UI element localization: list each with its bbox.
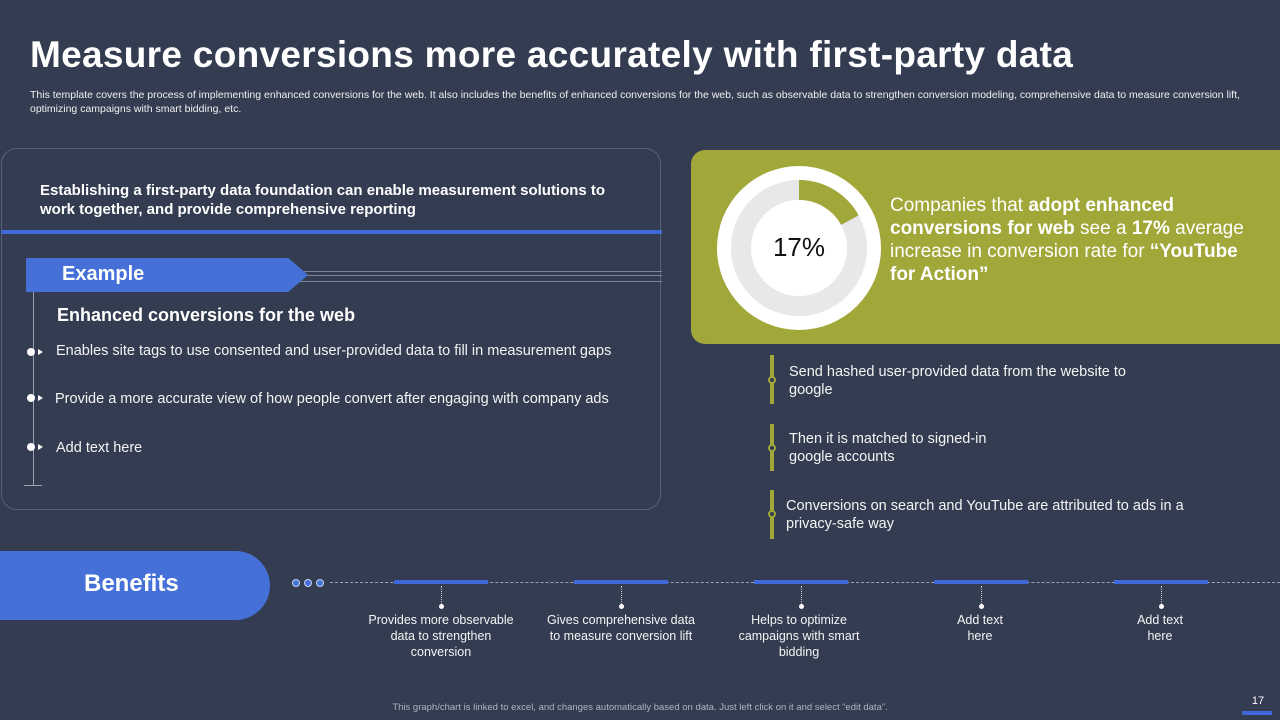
timeline-segment <box>1114 580 1208 584</box>
connector-dot-icon <box>439 604 444 609</box>
benefit-item: Add text here <box>957 613 1003 643</box>
footer-note: This graph/chart is linked to excel, and… <box>392 702 888 713</box>
timeline-segment <box>394 580 488 584</box>
timeline-segment <box>574 580 668 584</box>
benefits-label: Benefits <box>84 570 179 597</box>
timeline-rule-end <box>24 485 42 486</box>
page-number-bar <box>1242 711 1272 715</box>
step-item: Send hashed user-provided data from the … <box>789 364 1126 398</box>
example-panel <box>1 148 661 510</box>
benefit-item: Gives comprehensive data to measure conv… <box>547 613 695 643</box>
benefit-item: Helps to optimize campaigns with smart b… <box>738 613 860 659</box>
dot-icon <box>304 579 312 587</box>
divider-line <box>1 230 662 234</box>
connector <box>981 586 983 604</box>
benefit-item: Provides more observable data to strengt… <box>368 613 514 659</box>
section-heading: Enhanced conversions for the web <box>57 305 356 325</box>
foundation-text: Establishing a first-party data foundati… <box>40 182 606 218</box>
bullet-arrow-icon <box>38 349 43 355</box>
timeline-rule <box>33 292 34 485</box>
donut-label: 17% <box>773 232 825 262</box>
bullet-dot-icon <box>27 348 35 356</box>
timeline-segment <box>754 580 848 584</box>
bullet-item: Provide a more accurate view of how peop… <box>55 391 609 407</box>
percentage-donut-chart: 17% <box>717 166 881 330</box>
connector <box>801 586 803 604</box>
step-item: Then it is matched to signed-in google a… <box>789 431 987 465</box>
example-tag <box>26 258 308 292</box>
step-marker-icon <box>768 376 776 384</box>
stat-description: Companies that adopt enhanced conversion… <box>890 195 1244 285</box>
connector-dot-icon <box>619 604 624 609</box>
slide-subtitle: This template covers the process of impl… <box>30 89 1240 115</box>
example-label: Example <box>62 263 145 285</box>
connector-dot-icon <box>799 604 804 609</box>
connector <box>621 586 623 604</box>
decorative-line <box>26 281 662 282</box>
step-item: Conversions on search and YouTube are at… <box>786 498 1184 532</box>
bullet-item: Enables site tags to use consented and u… <box>56 343 612 359</box>
donut-value-arc <box>731 180 867 316</box>
bullet-arrow-icon <box>38 395 43 401</box>
connector <box>441 586 443 604</box>
bullet-dot-icon <box>27 443 35 451</box>
bullet-dot-icon <box>27 394 35 402</box>
benefit-item: Add text here <box>1137 613 1183 643</box>
bullet-item: Add text here <box>56 440 143 456</box>
step-marker-icon <box>768 444 776 452</box>
page-number: 17 <box>1251 695 1265 707</box>
slide-title: Measure conversions more accurately with… <box>30 34 1074 75</box>
decorative-line <box>300 275 662 276</box>
connector-dot-icon <box>1159 604 1164 609</box>
connector <box>1161 586 1163 604</box>
benefits-pill <box>0 551 270 620</box>
dot-icon <box>316 579 324 587</box>
connector-dot-icon <box>979 604 984 609</box>
step-marker-icon <box>768 510 776 518</box>
donut-inner-circle <box>751 200 847 296</box>
timeline-segment <box>934 580 1028 584</box>
decorative-line <box>300 271 662 272</box>
bullet-arrow-icon <box>38 444 43 450</box>
dot-icon <box>292 579 300 587</box>
